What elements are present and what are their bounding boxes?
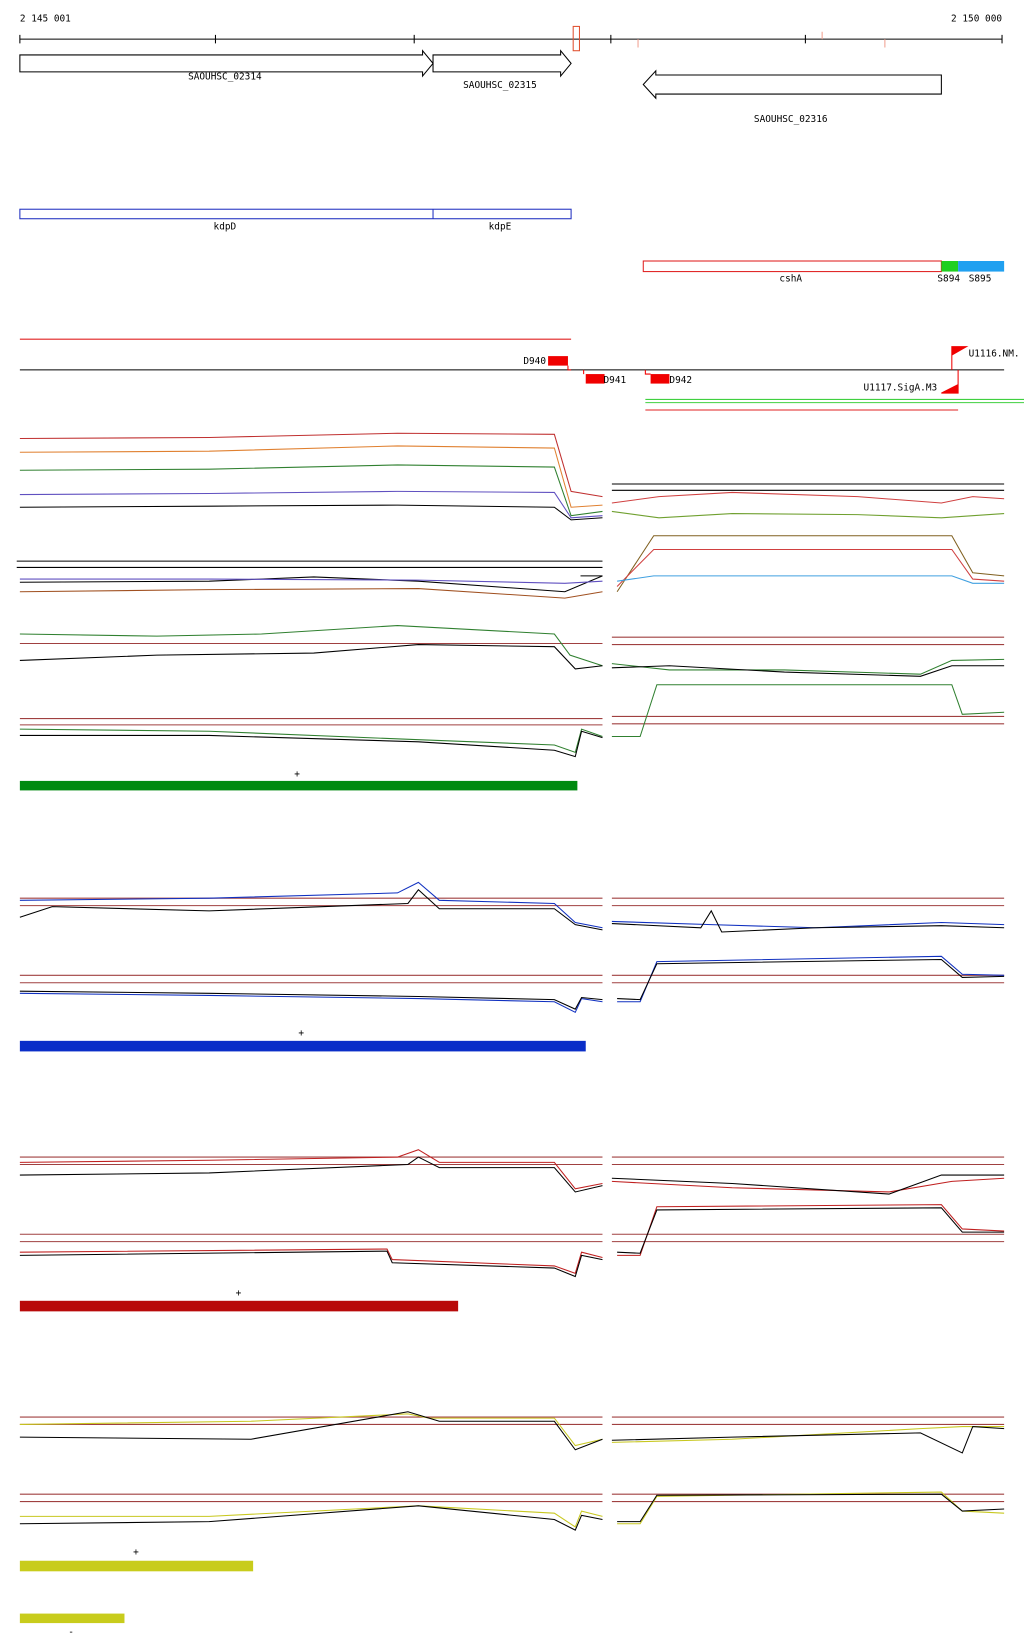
feature-label: S895 <box>969 273 992 284</box>
strand-label: + <box>294 769 300 780</box>
axis-start: 2 145 001 <box>20 13 71 24</box>
expression-track <box>16 432 1005 758</box>
strand-label: - <box>68 1627 74 1638</box>
strand-bar <box>19 780 578 791</box>
expression-track <box>19 881 1005 1014</box>
expression-track <box>19 1411 1005 1531</box>
strand-bar <box>19 1613 125 1624</box>
gene-track <box>19 49 942 100</box>
strand-label: + <box>236 1288 242 1299</box>
feature-label: cshA <box>779 273 802 284</box>
gene-label: SAOUHSC_02316 <box>754 114 828 125</box>
strand-label: + <box>133 1547 139 1558</box>
strand-bar <box>19 1040 586 1052</box>
expression-track <box>19 1149 1005 1278</box>
segment-label: D941 <box>604 375 627 386</box>
promoter-label: U1116.NM. <box>969 348 1020 359</box>
operon-box <box>19 208 572 220</box>
feature-box <box>941 261 959 272</box>
operon-label: kdpD <box>214 222 237 233</box>
feature-box <box>958 261 1005 272</box>
segment-label: D940 <box>523 356 546 367</box>
gene-label: SAOUHSC_02315 <box>463 80 537 91</box>
operon-label: kdpE <box>489 222 512 233</box>
gene-label: SAOUHSC_02314 <box>188 72 262 83</box>
axis-end: 2 150 000 <box>951 13 1002 24</box>
segment-label: D942 <box>669 375 692 386</box>
feature-label: S894 <box>937 273 960 284</box>
promoter-label: U1117.SigA.M3 <box>864 382 938 393</box>
coordinate-axis: 2 145 001 2 150 000 <box>19 13 1003 52</box>
strand-label: + <box>298 1028 304 1039</box>
strand-bar <box>19 1300 459 1312</box>
strand-bar <box>19 1560 254 1572</box>
feature-box <box>642 260 942 273</box>
